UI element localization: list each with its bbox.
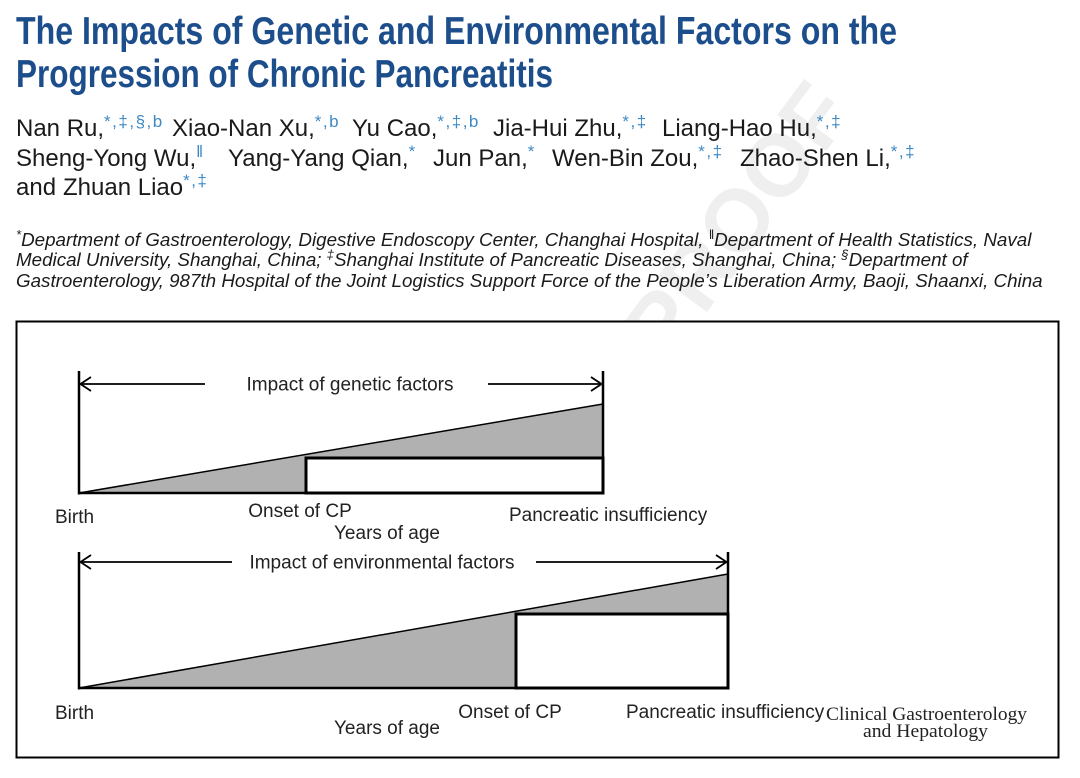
author-affiliation-marks: *,‡,§,b <box>104 112 164 131</box>
environmental-insufficiency-label: Pancreatic insufficiency <box>626 702 825 723</box>
author-name: Zhuan Liao <box>63 174 183 201</box>
environmental-impact-slope <box>78 573 729 689</box>
author-name: Sheng-Yong Wu, <box>16 145 196 172</box>
affiliation-symbol: § <box>840 247 848 262</box>
genetic-impact-slope <box>78 403 604 494</box>
environmental-xaxis-label: Years of age <box>334 718 440 739</box>
author-affiliation-marks: ‖ <box>196 142 205 161</box>
affiliation-text: Department of Gastroenterology, Digestiv… <box>21 229 709 250</box>
author-line-1: Nan Ru,*,‡,§,b Xiao-Nan Xu,*,b Yu Cao,*,‡,… <box>16 112 842 142</box>
environmental-cp-duration-bar <box>514 612 730 690</box>
author-name: Liang-Hao Hu, <box>662 115 817 142</box>
affiliation-symbol: ‡ <box>327 247 335 262</box>
author-name: Wen-Bin Zou, <box>552 145 698 172</box>
article-title: The Impacts of Genetic and Environmental… <box>16 10 897 96</box>
author-affiliation-marks: *,‡ <box>622 112 647 131</box>
author-line-3: and Zhuan Liao*,‡ <box>16 171 208 201</box>
environmental-arrow-right-head <box>715 554 729 570</box>
genetic-birth-label: Birth <box>55 507 94 528</box>
affiliation-line-2: Medical University, Shanghai, China; ‡Sh… <box>16 247 969 270</box>
environmental-arrow-label: Impact of environmental factors <box>249 553 514 574</box>
author-affiliation-marks: *,‡ <box>817 112 842 131</box>
affiliation-line-1: *Department of Gastroenterology, Digesti… <box>16 227 1032 250</box>
genetic-insufficiency-label: Pancreatic insufficiency <box>509 505 708 526</box>
figure: Impact of genetic factors Birth Onset of… <box>15 320 1060 759</box>
figure-frame <box>15 320 1060 759</box>
author-name: Jun Pan, <box>433 145 528 172</box>
environmental-arrow-left-head <box>78 554 92 570</box>
genetic-arrow-right-head <box>590 376 604 392</box>
author-affiliation-marks: * <box>528 142 536 161</box>
affiliation-text: Gastroenterology, 987th Hospital of the … <box>16 270 1043 291</box>
genetic-factors-panel: Impact of genetic factors Birth Onset of… <box>55 371 708 544</box>
genetic-arrow-left-head <box>78 376 92 392</box>
author-name: Yu Cao, <box>352 115 437 142</box>
affiliation-symbol: ‖ <box>709 227 714 242</box>
author-name: Yang-Yang Qian, <box>228 145 409 172</box>
author-affiliation-marks: *,‡ <box>891 142 916 161</box>
genetic-onset-label: Onset of CP <box>248 501 352 522</box>
journal-logo-line-2: and Hepatology <box>863 722 989 742</box>
genetic-arrow-label: Impact of genetic factors <box>247 375 454 396</box>
author-affiliation-marks: *,‡,b <box>437 112 479 131</box>
affiliation-symbol: * <box>16 227 22 242</box>
author-name: Nan Ru, <box>16 115 104 142</box>
affiliation-text: Department of Health Statistics, Naval <box>714 229 1032 250</box>
journal-logo: Clinical Gastroenterology and Hepatology <box>826 705 1028 742</box>
affiliation-text: Medical University, Shanghai, China; <box>16 249 327 270</box>
environmental-factors-panel: Impact of environmental factors Birth On… <box>55 552 825 739</box>
title-line-1: The Impacts of Genetic and Environmental… <box>16 10 897 53</box>
environmental-birth-label: Birth <box>55 703 94 724</box>
author-name: Xiao-Nan Xu, <box>172 115 315 142</box>
environmental-onset-label: Onset of CP <box>458 702 562 723</box>
genetic-cp-duration-bar <box>304 456 605 495</box>
author-affiliation-marks: *,‡ <box>698 142 723 161</box>
affiliations: *Department of Gastroenterology, Digesti… <box>16 227 1043 291</box>
journal-logo-line-1: Clinical Gastroenterology <box>826 705 1028 725</box>
author-affiliation-marks: *,‡ <box>183 171 208 190</box>
affiliation-text: Shanghai Institute of Pancreatic Disease… <box>334 249 841 270</box>
author-name: Jia-Hui Zhu, <box>493 115 622 142</box>
author-line-2: Sheng-Yong Wu,‖ Yang-Yang Qian,* Jun Pan,*… <box>16 142 916 172</box>
author-affiliation-marks: *,b <box>315 112 340 131</box>
affiliation-text: Department of <box>849 249 970 270</box>
title-line-2: Progression of Chronic Pancreatitis <box>16 53 553 96</box>
genetic-xaxis-label: Years of age <box>334 523 440 544</box>
author-name: Zhao-Shen Li, <box>740 145 891 172</box>
author-affiliation-marks: * <box>409 142 417 161</box>
author-list: Nan Ru,*,‡,§,b Xiao-Nan Xu,*,b Yu Cao,*,‡,… <box>16 112 916 201</box>
author-connector: and <box>16 174 56 201</box>
affiliation-line-3: Gastroenterology, 987th Hospital of the … <box>16 270 1043 291</box>
